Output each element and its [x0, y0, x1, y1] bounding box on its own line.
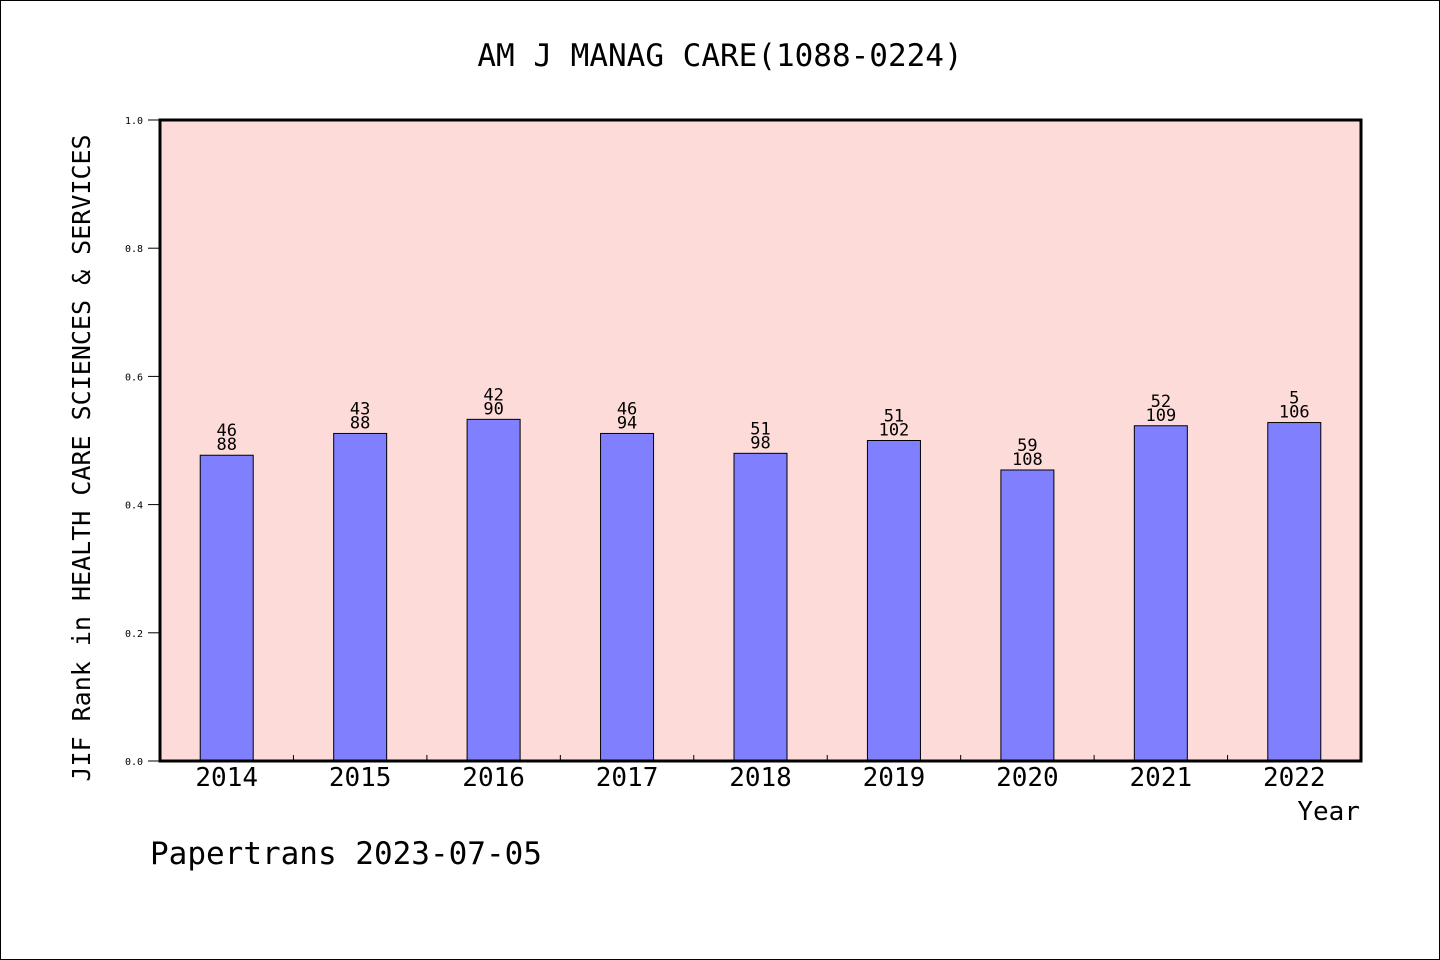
bar-2015 — [333, 432, 388, 762]
rank-label-2016: 42 — [483, 385, 503, 405]
y-tick-label: 0.6 — [125, 372, 143, 383]
x-tick-label-2015: 2015 — [329, 763, 392, 793]
bars-group — [199, 418, 1322, 762]
bar-2017 — [600, 432, 655, 762]
plot-border — [158, 118, 1363, 763]
y-tick-label: 1.0 — [125, 116, 143, 127]
bar-2014 — [199, 454, 254, 762]
x-tick-label-2017: 2017 — [596, 763, 659, 793]
rank-label-2014: 46 — [216, 421, 236, 441]
total-label-2016: 90 — [483, 399, 503, 419]
rank-label-2019: 51 — [884, 407, 904, 427]
x-tick-label-2014: 2014 — [195, 763, 258, 793]
y-tick-label: 0.8 — [125, 244, 143, 255]
bar-2018 — [733, 452, 788, 762]
y-axis-label: JIF Rank in HEALTH CARE SCIENCES & SERVI… — [67, 134, 96, 781]
rank-label-2020: 59 — [1017, 436, 1037, 456]
total-label-2019: 102 — [879, 421, 910, 441]
x-tick-label-2022: 2022 — [1263, 763, 1326, 793]
rank-label-2022: 5 — [1289, 389, 1299, 409]
total-label-2021: 109 — [1145, 406, 1176, 426]
footer-credit: Papertrans 2023-07-05 — [150, 836, 542, 872]
x-tick-label-2016: 2016 — [462, 763, 525, 793]
y-tick-label: 0.2 — [125, 629, 143, 640]
y-tick-label: 0.4 — [125, 501, 143, 512]
bar-2016 — [466, 418, 521, 762]
total-label-2020: 108 — [1012, 450, 1043, 470]
rank-label-2018: 51 — [750, 419, 770, 439]
total-label-2018: 98 — [750, 433, 770, 453]
bar-2022 — [1267, 422, 1322, 762]
x-tick-label-2018: 2018 — [729, 763, 792, 793]
x-tick-label-2020: 2020 — [996, 763, 1059, 793]
total-label-2022: 106 — [1279, 403, 1310, 423]
rank-label-2021: 52 — [1151, 392, 1171, 412]
chart-title: AM J MANAG CARE(1088-0224) — [477, 38, 962, 74]
total-label-2014: 88 — [216, 435, 236, 455]
x-tick-label-2019: 2019 — [863, 763, 926, 793]
rank-label-2015: 43 — [350, 399, 370, 419]
x-axis: 2014 2015 2016 2017 2018 2019 2020 2021 2022 — [195, 755, 1326, 793]
bar-2020 — [1000, 469, 1055, 762]
x-tick-label-2021: 2021 — [1130, 763, 1193, 793]
y-axis: 0.0 0.2 0.4 0.6 0.8 1.0 — [125, 116, 160, 768]
x-axis-label: Year — [1297, 797, 1360, 827]
bar-2019 — [866, 440, 921, 762]
total-label-2015: 88 — [350, 413, 370, 433]
y-tick-label: 0.0 — [125, 757, 143, 768]
rank-label-2017: 46 — [617, 399, 637, 419]
total-label-2017: 94 — [617, 413, 637, 433]
bar-2021 — [1133, 425, 1188, 762]
